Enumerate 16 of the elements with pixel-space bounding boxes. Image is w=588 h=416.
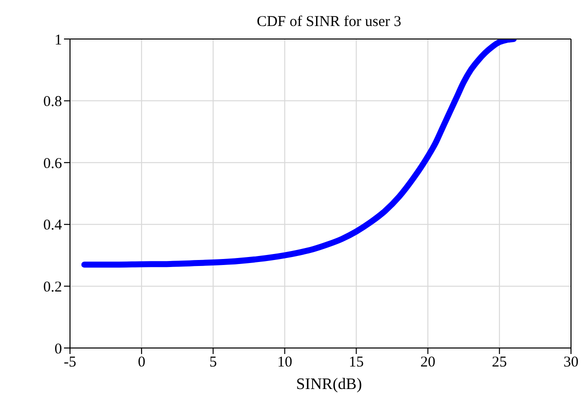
x-axis-title: SINR(dB) (295, 376, 363, 394)
x-tick-label: 0 (138, 354, 146, 371)
y-tick-label: 0.2 (43, 280, 62, 296)
x-tick-label: 30 (564, 354, 578, 371)
x-tick-label: 10 (277, 354, 292, 371)
x-tick-label: 20 (420, 354, 436, 371)
y-tick-label: 0.4 (43, 218, 62, 234)
x-tick-label: -5 (64, 354, 76, 371)
chart-title: CDF of SINR for user 3 (256, 14, 402, 31)
y-tick-label: 0.8 (43, 94, 62, 110)
x-tick-label: 5 (209, 354, 217, 371)
y-tick-label: 0 (54, 341, 62, 358)
x-tick-label: 25 (492, 354, 507, 371)
y-tick-label: 0.6 (43, 156, 62, 172)
x-tick-label: 15 (348, 354, 364, 371)
y-tick-label: 1 (54, 32, 62, 48)
